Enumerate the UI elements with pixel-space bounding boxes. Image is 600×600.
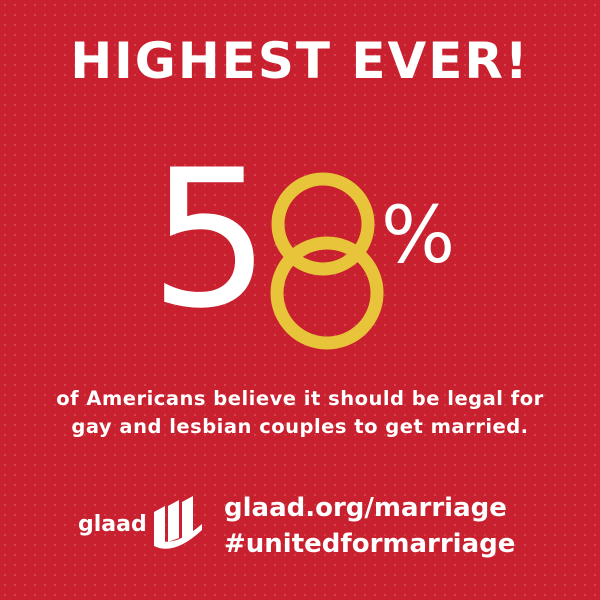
- footer: glaad glaad.org/marriage #unitedformarri…: [0, 488, 600, 568]
- glaad-logo-icon: [154, 496, 202, 549]
- glaad-logo-text: glaad: [78, 512, 147, 537]
- caption-line-2: gay and lesbian couples to get married.: [71, 415, 529, 438]
- wedding-rings-icon: 8: [270, 172, 384, 350]
- caption-line-1: of Americans believe it should be legal …: [56, 387, 544, 410]
- footer-links: glaad.org/marriage #unitedformarriage: [224, 490, 515, 562]
- digit-five: 5: [150, 129, 271, 350]
- headline: HIGHEST EVER!: [70, 32, 530, 90]
- ring-upper: [271, 172, 375, 276]
- hashtag-text: #unitedformarriage: [224, 529, 516, 559]
- ring-lower: [270, 236, 384, 350]
- percent-sign: %: [381, 191, 455, 281]
- caption: of Americans believe it should be legal …: [0, 385, 600, 441]
- marriage-url-link[interactable]: glaad.org/marriage: [224, 493, 507, 523]
